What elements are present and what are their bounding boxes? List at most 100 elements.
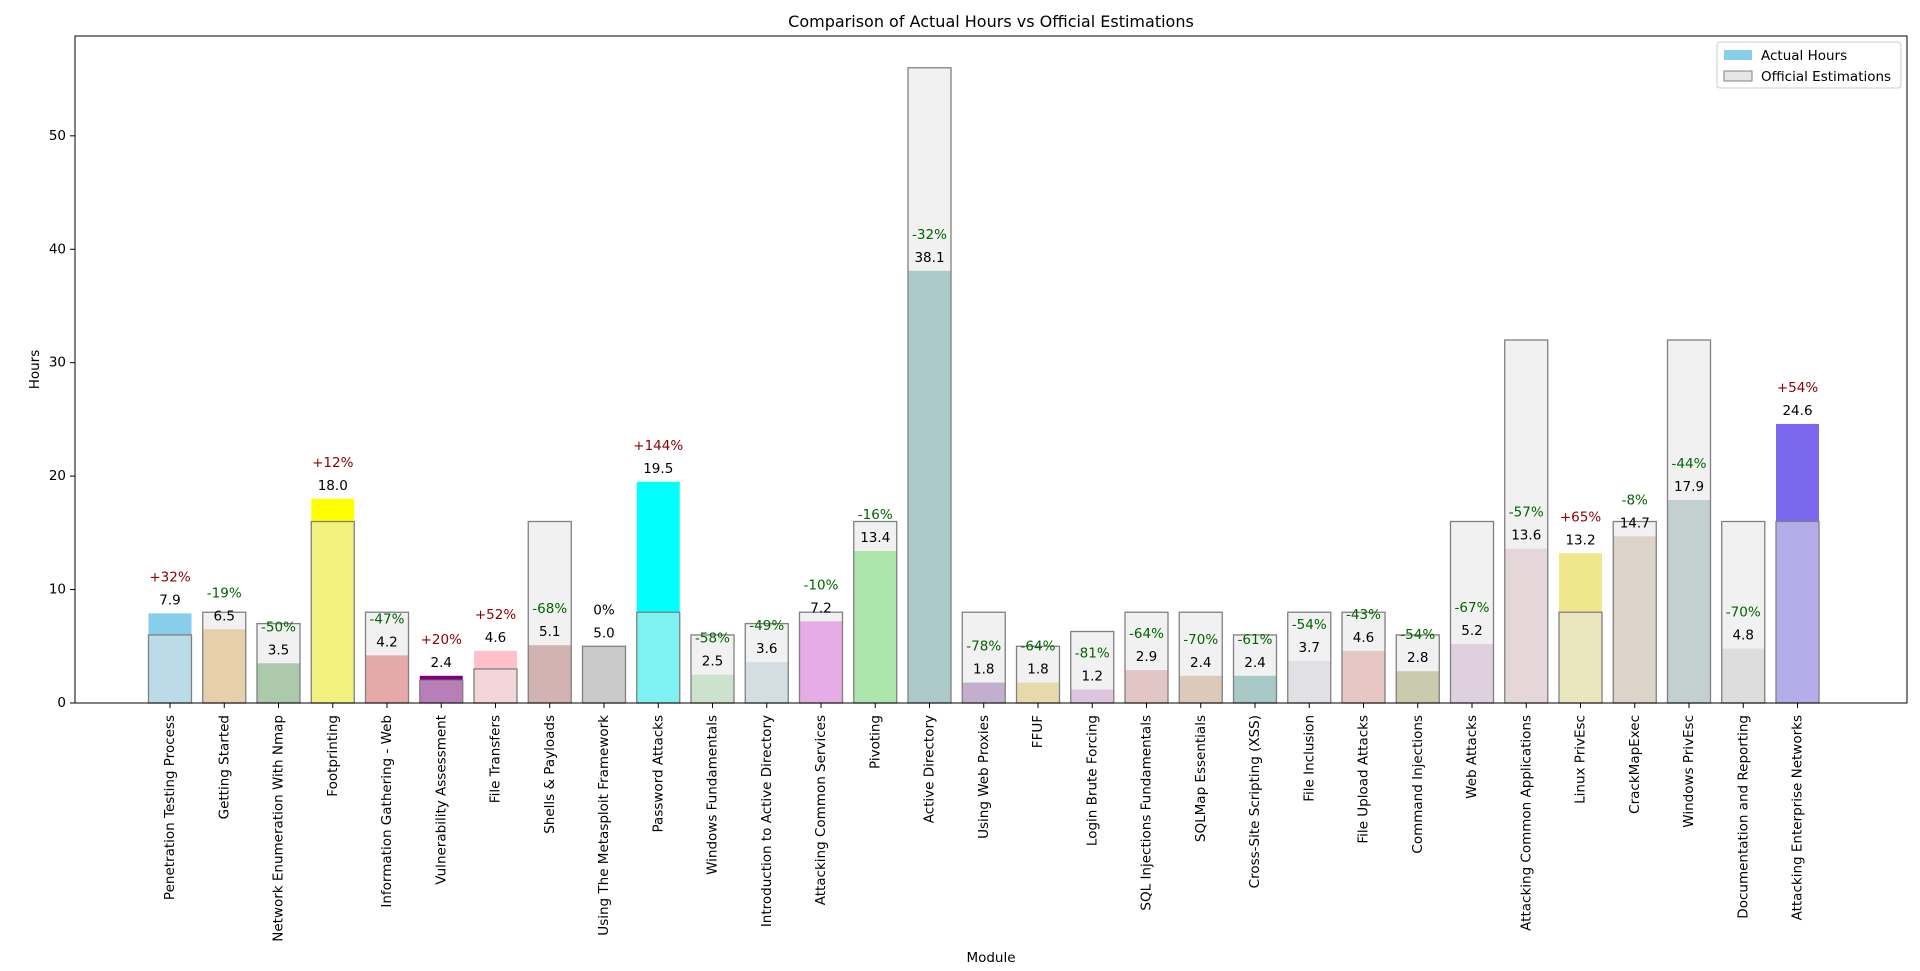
x-tick-label: File Upload Attacks (1356, 715, 1372, 844)
x-tick-label: Shells & Payloads (542, 715, 558, 834)
value-label: 18.0 (318, 478, 348, 494)
x-tick-label: Attacking Enterprise Networks (1790, 715, 1806, 920)
percent-label: -57% (1509, 505, 1544, 521)
legend-box (1716, 41, 1902, 89)
percent-label: -61% (1238, 632, 1273, 648)
value-label: 2.9 (1136, 649, 1157, 665)
legend-swatch-actual (1724, 50, 1752, 60)
percent-label: -81% (1075, 645, 1110, 661)
estimation-bar (1015, 645, 1061, 704)
percent-label: +52% (475, 607, 516, 623)
value-label: 13.6 (1511, 528, 1541, 544)
value-label: 13.4 (860, 530, 890, 546)
x-tick-label: Information Gathering - Web (379, 715, 395, 908)
percent-label: -8% (1622, 492, 1648, 508)
x-tick-label: Cross-Site Scripting (XSS) (1247, 715, 1263, 888)
x-tick-label: SQL Injections Fundamentals (1139, 715, 1155, 911)
estimation-bar (1504, 339, 1549, 704)
value-labels-layer: 7.9 +32% 6.5 -19% 3.5 -50% 18.0 +12% 4.2 -47% 2.4 +… (149, 227, 1818, 685)
estimation-bar (1232, 634, 1278, 704)
estimation-bar (961, 611, 1006, 704)
legend-label-official: Official Estimations (1761, 69, 1891, 85)
x-axis-label: Module (966, 950, 1015, 966)
estimation-bar (1558, 611, 1603, 704)
y-axis-ticks: 0 10 20 30 40 50 (49, 128, 75, 711)
value-label: 3.6 (756, 641, 777, 657)
value-label: 4.6 (485, 630, 506, 646)
x-tick-label: Active Directory (922, 715, 938, 823)
estimation-bar (1178, 611, 1223, 704)
estimation-bar (581, 645, 627, 704)
x-tick-label: Password Attacks (650, 715, 666, 832)
value-label: 6.5 (214, 608, 235, 624)
estimation-bar (202, 611, 247, 704)
estimation-bar (853, 520, 898, 704)
estimation-bar (1775, 520, 1820, 704)
percent-label: -70% (1183, 632, 1218, 648)
value-label: 2.4 (431, 655, 452, 671)
axes-layer (74, 35, 1908, 704)
x-tick-label: Network Enumeration With Nmap (271, 715, 287, 942)
x-tick-label: CrackMapExec (1627, 715, 1643, 814)
estimation-bar (1666, 339, 1712, 704)
x-tick-label: Command Injections (1410, 715, 1426, 854)
estimation-bar (364, 611, 410, 704)
percent-label: -49% (749, 618, 784, 634)
percent-label: -32% (912, 227, 947, 243)
value-label: 1.8 (973, 662, 994, 678)
value-label: 24.6 (1782, 403, 1812, 419)
percent-label: -70% (1726, 605, 1761, 621)
legend: Actual Hours Official Estimations (1716, 41, 1902, 89)
x-tick-label: Login Brute Forcing (1084, 715, 1100, 846)
value-label: 14.7 (1620, 515, 1650, 531)
value-label: 19.5 (643, 461, 673, 477)
legend-swatch-official (1723, 70, 1753, 82)
x-tick-label: Pivoting (867, 715, 883, 769)
estimation-bar (1341, 611, 1386, 704)
estimation-bar (527, 520, 572, 704)
x-tick-label: Documentation and Reporting (1735, 715, 1751, 919)
value-label: 1.8 (1027, 662, 1048, 678)
x-tick-label: Linux PrivEsc (1573, 715, 1589, 804)
x-tick-label: Windows Fundamentals (705, 715, 721, 875)
value-label: 2.8 (1407, 650, 1428, 666)
percent-label: -50% (261, 619, 296, 635)
percent-label: -64% (1021, 639, 1056, 655)
y-tick-label: 0 (57, 695, 66, 711)
value-label: 2.4 (1244, 655, 1265, 671)
percent-label: -78% (966, 639, 1001, 655)
x-tick-label: Penetration Testing Process (162, 715, 178, 900)
x-axis-ticks: Penetration Testing Process Getting Start… (162, 703, 1806, 942)
legend-label-actual: Actual Hours (1761, 48, 1847, 64)
value-label: 2.4 (1190, 655, 1211, 671)
x-tick-label: Introduction to Active Directory (759, 715, 775, 927)
x-tick-label: SQLMap Essentials (1193, 715, 1209, 842)
y-tick-label: 40 (49, 241, 66, 257)
y-axis-label: Hours (27, 350, 43, 390)
percent-label: -54% (1400, 627, 1435, 643)
percent-label: -58% (695, 631, 730, 647)
estimation-bar (798, 611, 844, 704)
estimation-bar (1612, 520, 1657, 704)
value-label: 4.2 (376, 634, 397, 650)
percent-label: -67% (1455, 600, 1490, 616)
y-tick-label: 50 (49, 128, 66, 144)
percent-label: +32% (149, 569, 190, 585)
percent-label: -47% (370, 611, 405, 627)
estimation-bar (744, 622, 789, 704)
percent-label: 0% (593, 602, 615, 618)
chart-title: Comparison of Actual Hours vs Official E… (788, 12, 1194, 31)
value-label: 2.5 (702, 654, 723, 670)
estimation-bar (147, 634, 193, 704)
x-tick-label: Using The Metasploit Framework (596, 715, 612, 936)
percent-label: -19% (207, 585, 242, 601)
value-label: 13.2 (1565, 532, 1595, 548)
value-label: 3.5 (268, 642, 289, 658)
percent-label: +54% (1777, 380, 1818, 396)
percent-label: -54% (1292, 617, 1327, 633)
estimation-bar (907, 67, 952, 704)
estimation-bar (1449, 520, 1495, 704)
estimation-bar (1287, 611, 1332, 704)
estimation-bar (419, 679, 464, 704)
